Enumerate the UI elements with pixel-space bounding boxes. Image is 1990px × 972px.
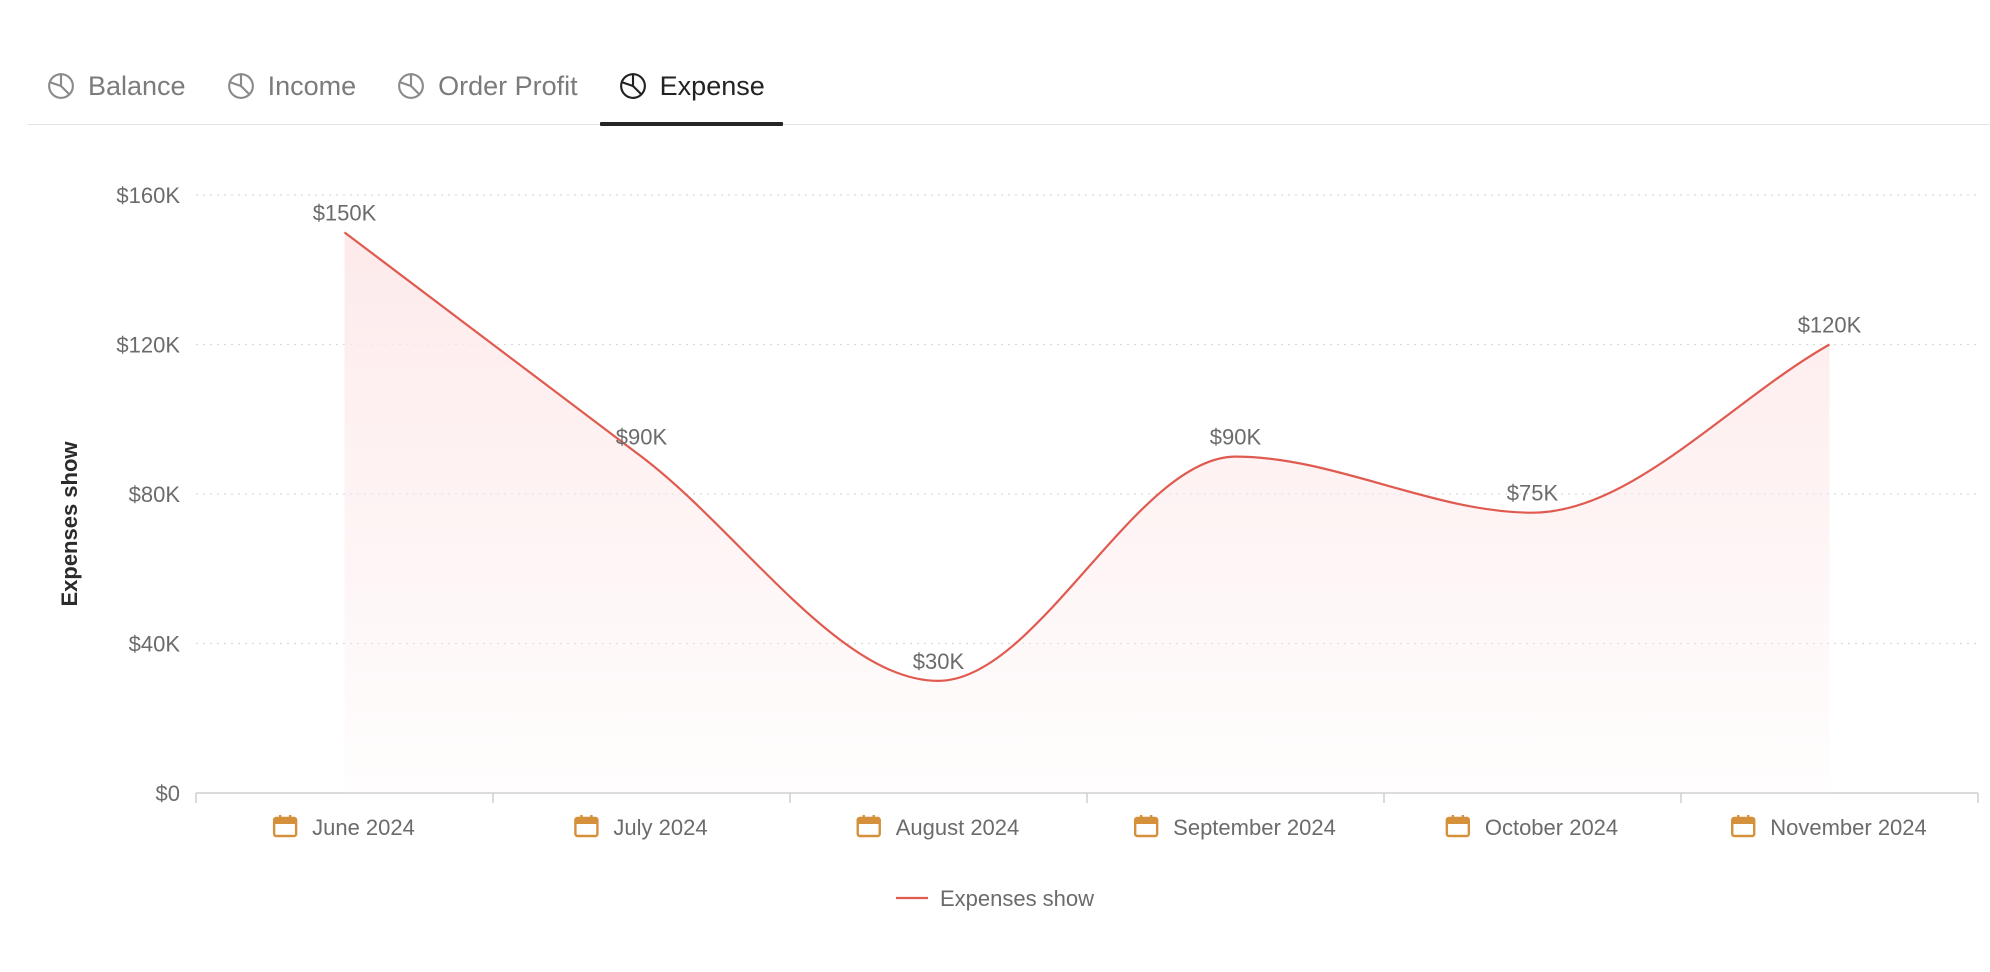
legend: Expenses show (895, 886, 1094, 911)
x-tick: September 2024 (1133, 815, 1336, 840)
tab-order-profit[interactable]: Order Profit (378, 48, 596, 124)
tab-bar: Balance Income Order Profit Expense (28, 48, 1990, 126)
tab-label: Order Profit (438, 70, 578, 101)
calendar-icon (856, 815, 881, 838)
tab-balance[interactable]: Balance (28, 48, 204, 124)
pie-chart-icon (46, 71, 76, 101)
x-tick: June 2024 (272, 815, 415, 840)
x-tick: August 2024 (856, 815, 1020, 840)
y-tick-label: $160K (116, 183, 180, 208)
x-tick: October 2024 (1445, 815, 1618, 840)
x-tick-label: August 2024 (896, 815, 1020, 840)
x-tick-label: September 2024 (1173, 815, 1336, 840)
y-tick-label: $40K (129, 632, 181, 657)
pie-chart-icon (396, 71, 426, 101)
data-label: $150K (313, 200, 377, 225)
data-label: $30K (913, 649, 965, 674)
data-label: $90K (616, 425, 668, 450)
tab-label: Expense (659, 70, 765, 101)
tab-expense[interactable]: Expense (599, 48, 783, 126)
tab-label: Income (267, 70, 357, 101)
data-label: $120K (1798, 313, 1862, 338)
tab-label: Balance (88, 70, 186, 101)
y-tick-label: $0 (156, 781, 180, 806)
calendar-icon (1731, 815, 1756, 838)
calendar-icon (574, 815, 599, 838)
expense-chart: $0 $40K $80K $120K $160K Expenses show $150K $9… (57, 183, 1979, 911)
x-tick-label: June 2024 (312, 815, 415, 840)
y-axis-title: Expenses show (57, 441, 82, 607)
y-tick-label: $80K (129, 482, 181, 507)
calendar-icon (1133, 815, 1159, 838)
data-label: $90K (1210, 425, 1262, 450)
x-tick: November 2024 (1731, 815, 1927, 840)
pie-chart-icon (226, 71, 256, 101)
x-tick-label: July 2024 (613, 815, 707, 840)
x-tick-label: November 2024 (1770, 815, 1927, 840)
calendar-icon (272, 815, 298, 838)
pie-chart-icon (618, 71, 648, 101)
data-label: $75K (1507, 481, 1559, 506)
y-tick-label: $120K (116, 333, 180, 358)
series-area (344, 232, 1830, 793)
calendar-icon (1445, 815, 1471, 838)
x-tick: July 2024 (574, 815, 708, 840)
legend-label: Expenses show (940, 886, 1094, 911)
x-tick-label: October 2024 (1485, 815, 1618, 840)
series-line (343, 231, 1831, 682)
tab-income[interactable]: Income (208, 48, 375, 124)
